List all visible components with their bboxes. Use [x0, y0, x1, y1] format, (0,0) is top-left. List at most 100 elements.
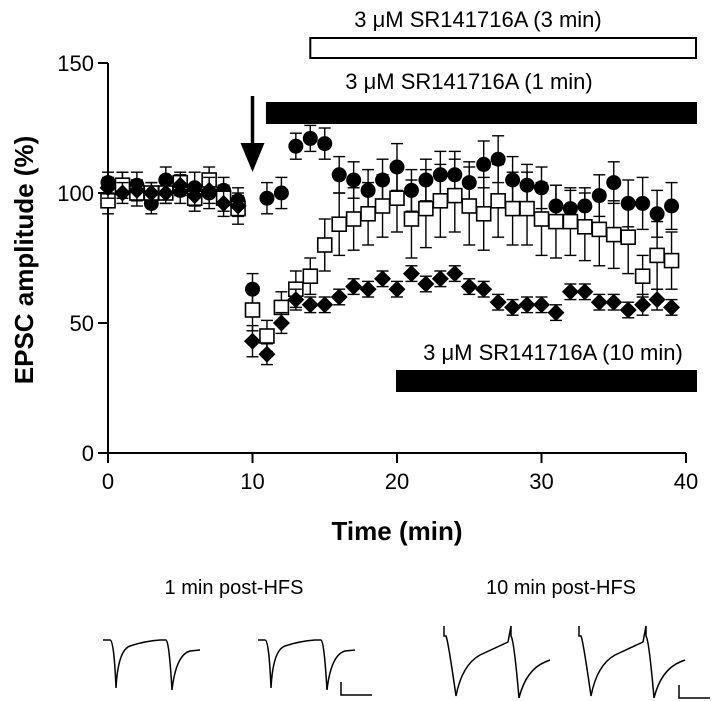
- data-point: [316, 237, 333, 253]
- data-point: [244, 332, 261, 350]
- y-axis-title: EPSC amplitude (%): [9, 136, 39, 384]
- data-point: [417, 275, 435, 293]
- data-point: [171, 176, 189, 194]
- drug-bar-1: [309, 37, 697, 59]
- drug-application-bars: 3 μM SR141716A (3 min) 3 μM SR141716A (1 …: [265, 7, 697, 392]
- data-point: [345, 211, 362, 227]
- data-point: [113, 184, 131, 202]
- hfs-arrow: [240, 96, 265, 172]
- data-point: [346, 172, 362, 188]
- data-point: [402, 265, 420, 283]
- data-point: [302, 130, 318, 146]
- data-point: [317, 136, 333, 152]
- data-point: [244, 302, 261, 318]
- data-point: [504, 298, 522, 316]
- trace-1min-a: [103, 639, 201, 691]
- epsc-traces-10min: [443, 625, 710, 699]
- data-point: [446, 265, 464, 283]
- data-point: [476, 156, 492, 172]
- data-point: [158, 172, 174, 188]
- data-point: [634, 296, 652, 314]
- x-axis-title: Time (min): [332, 516, 463, 546]
- data-point: [561, 283, 579, 301]
- data-point: [577, 219, 593, 235]
- data-point: [215, 194, 233, 212]
- series-filled-diamond: [99, 174, 681, 366]
- data-point: [663, 252, 680, 269]
- data-point: [620, 229, 637, 245]
- y-tick-label: 100: [57, 181, 94, 206]
- data-point: [648, 291, 666, 309]
- data-point: [634, 268, 651, 285]
- data-point: [431, 270, 449, 288]
- data-series: [99, 124, 681, 366]
- axes: 0 50 100 150 0 10 20 30 40: [57, 51, 698, 494]
- trace-10min-b: [578, 625, 686, 699]
- data-point: [548, 213, 564, 230]
- data-point: [446, 187, 463, 204]
- data-point: [259, 328, 275, 344]
- data-point: [359, 280, 377, 298]
- x-tick-label: 30: [529, 469, 553, 494]
- trace-1min-b: [258, 639, 356, 691]
- data-point: [142, 184, 160, 202]
- data-point: [590, 293, 608, 311]
- data-point: [200, 181, 218, 199]
- data-point: [331, 167, 347, 183]
- data-point: [157, 184, 175, 202]
- data-point: [504, 200, 521, 217]
- data-point: [301, 296, 319, 314]
- data-point: [649, 247, 665, 264]
- data-point: [288, 138, 304, 154]
- y-tick-label: 150: [57, 51, 94, 76]
- data-point: [360, 206, 376, 222]
- data-point: [490, 193, 506, 209]
- x-tick-label: 10: [240, 469, 264, 494]
- data-point: [635, 195, 651, 211]
- data-point: [576, 283, 594, 301]
- drug-bar-2: [265, 102, 697, 124]
- data-point: [272, 314, 290, 332]
- data-point: [316, 296, 334, 314]
- drug-bar-label-3: 3 μM SR141716A (10 min): [423, 340, 683, 365]
- data-point: [519, 200, 535, 217]
- data-point: [186, 187, 204, 205]
- data-point: [649, 206, 665, 222]
- data-point: [490, 151, 506, 167]
- y-tick-label: 50: [70, 311, 94, 336]
- data-point: [533, 296, 550, 314]
- scale-bar-1min: [340, 682, 372, 696]
- data-point: [389, 190, 405, 206]
- data-point: [664, 198, 680, 214]
- data-point: [547, 304, 565, 322]
- data-point: [388, 280, 406, 298]
- scale-bar-10min: [678, 685, 710, 699]
- data-point: [475, 206, 492, 222]
- epsc-traces-1min: [103, 639, 372, 696]
- y-tick-label: 0: [82, 441, 94, 466]
- data-point: [128, 181, 146, 199]
- data-point: [461, 198, 478, 214]
- data-point: [533, 211, 550, 227]
- data-point: [619, 301, 637, 319]
- data-point: [259, 190, 275, 206]
- data-point: [606, 175, 622, 191]
- data-point: [475, 280, 493, 298]
- data-point: [663, 298, 681, 316]
- x-tick-label: 40: [674, 469, 698, 494]
- data-point: [432, 193, 449, 209]
- x-tick-label: 0: [102, 469, 114, 494]
- data-point: [345, 278, 363, 296]
- data-point: [591, 221, 608, 238]
- data-point: [374, 270, 392, 288]
- data-point: [258, 345, 276, 363]
- data-point: [418, 200, 434, 217]
- data-point: [562, 213, 579, 230]
- data-point: [330, 288, 348, 306]
- x-tick-label: 20: [385, 469, 409, 494]
- data-point: [460, 278, 478, 296]
- drug-bar-label-1: 3 μM SR141716A (3 min): [354, 7, 601, 32]
- data-point: [403, 211, 420, 227]
- data-point: [331, 216, 348, 232]
